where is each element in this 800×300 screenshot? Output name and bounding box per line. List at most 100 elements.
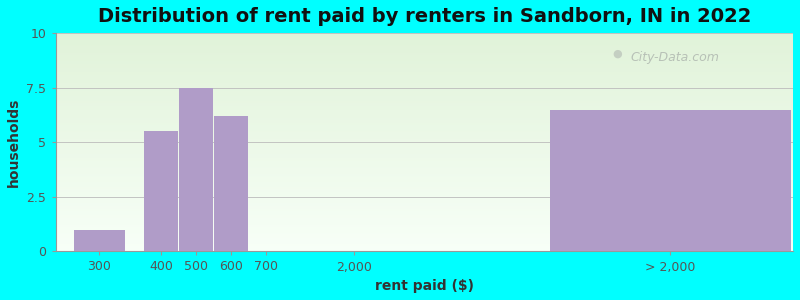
Bar — [55, 135, 793, 136]
Bar — [55, 39, 793, 40]
Bar — [55, 243, 793, 244]
Bar — [55, 56, 793, 58]
Bar — [55, 144, 793, 145]
Bar — [55, 129, 793, 130]
Bar — [55, 206, 793, 208]
Bar — [55, 55, 793, 56]
Bar — [55, 50, 793, 52]
Bar — [55, 173, 793, 174]
Bar — [55, 232, 793, 234]
Bar — [55, 53, 793, 55]
Bar — [55, 179, 793, 180]
Bar — [55, 99, 793, 100]
Bar — [55, 160, 793, 161]
Bar — [55, 97, 793, 99]
Bar — [55, 211, 793, 212]
X-axis label: rent paid ($): rent paid ($) — [374, 279, 474, 293]
Bar — [55, 91, 793, 93]
Bar — [55, 71, 793, 72]
Bar — [55, 42, 793, 43]
Bar — [55, 100, 793, 101]
Bar — [55, 94, 793, 96]
Bar — [55, 148, 793, 149]
Bar — [55, 180, 793, 182]
Bar — [55, 199, 793, 200]
Bar — [55, 154, 793, 155]
Bar — [55, 82, 793, 84]
Bar — [55, 115, 793, 116]
Bar — [55, 70, 793, 71]
Text: City-Data.com: City-Data.com — [630, 50, 720, 64]
Bar — [55, 85, 793, 87]
Bar — [179, 88, 214, 251]
Bar — [55, 147, 793, 148]
Bar — [55, 87, 793, 88]
Bar — [55, 195, 793, 196]
Bar — [55, 152, 793, 154]
Bar — [55, 170, 793, 171]
Bar — [55, 34, 793, 36]
Bar — [55, 136, 793, 138]
Bar — [55, 236, 793, 237]
Bar — [55, 40, 793, 42]
Bar — [144, 131, 178, 251]
Bar — [55, 38, 793, 39]
Bar — [55, 74, 793, 75]
Bar — [55, 112, 793, 113]
Bar — [214, 116, 248, 251]
Bar — [55, 161, 793, 163]
Bar — [55, 237, 793, 238]
Bar — [55, 198, 793, 199]
Bar — [55, 190, 793, 192]
Bar — [55, 142, 793, 144]
Bar — [55, 103, 793, 104]
Bar — [55, 189, 793, 190]
Bar — [55, 246, 793, 247]
Bar — [55, 158, 793, 160]
Bar — [55, 215, 793, 217]
Bar — [55, 196, 793, 198]
Bar — [55, 202, 793, 203]
Bar — [55, 116, 793, 118]
Bar — [55, 241, 793, 243]
Bar — [55, 65, 793, 67]
Bar — [55, 33, 793, 34]
Bar — [55, 155, 793, 157]
Bar — [55, 145, 793, 147]
Bar — [55, 171, 793, 173]
Bar — [55, 234, 793, 236]
Bar — [55, 184, 793, 186]
Bar — [55, 212, 793, 214]
Bar — [55, 163, 793, 164]
Bar — [74, 230, 126, 251]
Bar — [55, 67, 793, 68]
Bar — [55, 96, 793, 97]
Bar — [55, 110, 793, 112]
Bar — [55, 219, 793, 221]
Bar — [55, 221, 793, 222]
Bar — [55, 75, 793, 77]
Bar — [55, 126, 793, 128]
Bar — [55, 225, 793, 227]
Bar — [55, 80, 793, 81]
Title: Distribution of rent paid by renters in Sandborn, IN in 2022: Distribution of rent paid by renters in … — [98, 7, 751, 26]
Bar — [55, 186, 793, 188]
Bar — [55, 205, 793, 206]
Bar — [55, 249, 793, 250]
Bar — [55, 84, 793, 86]
Bar — [55, 132, 793, 134]
Bar — [55, 166, 793, 167]
Bar — [55, 244, 793, 246]
Bar — [55, 62, 793, 64]
Bar — [55, 43, 793, 45]
Bar — [55, 90, 793, 91]
Bar — [55, 64, 793, 65]
Bar — [55, 193, 793, 195]
Bar — [55, 247, 793, 249]
Bar — [55, 218, 793, 219]
Bar — [55, 209, 793, 211]
Bar — [55, 45, 793, 46]
Bar — [55, 164, 793, 166]
Bar — [55, 107, 793, 109]
Bar — [55, 231, 793, 232]
